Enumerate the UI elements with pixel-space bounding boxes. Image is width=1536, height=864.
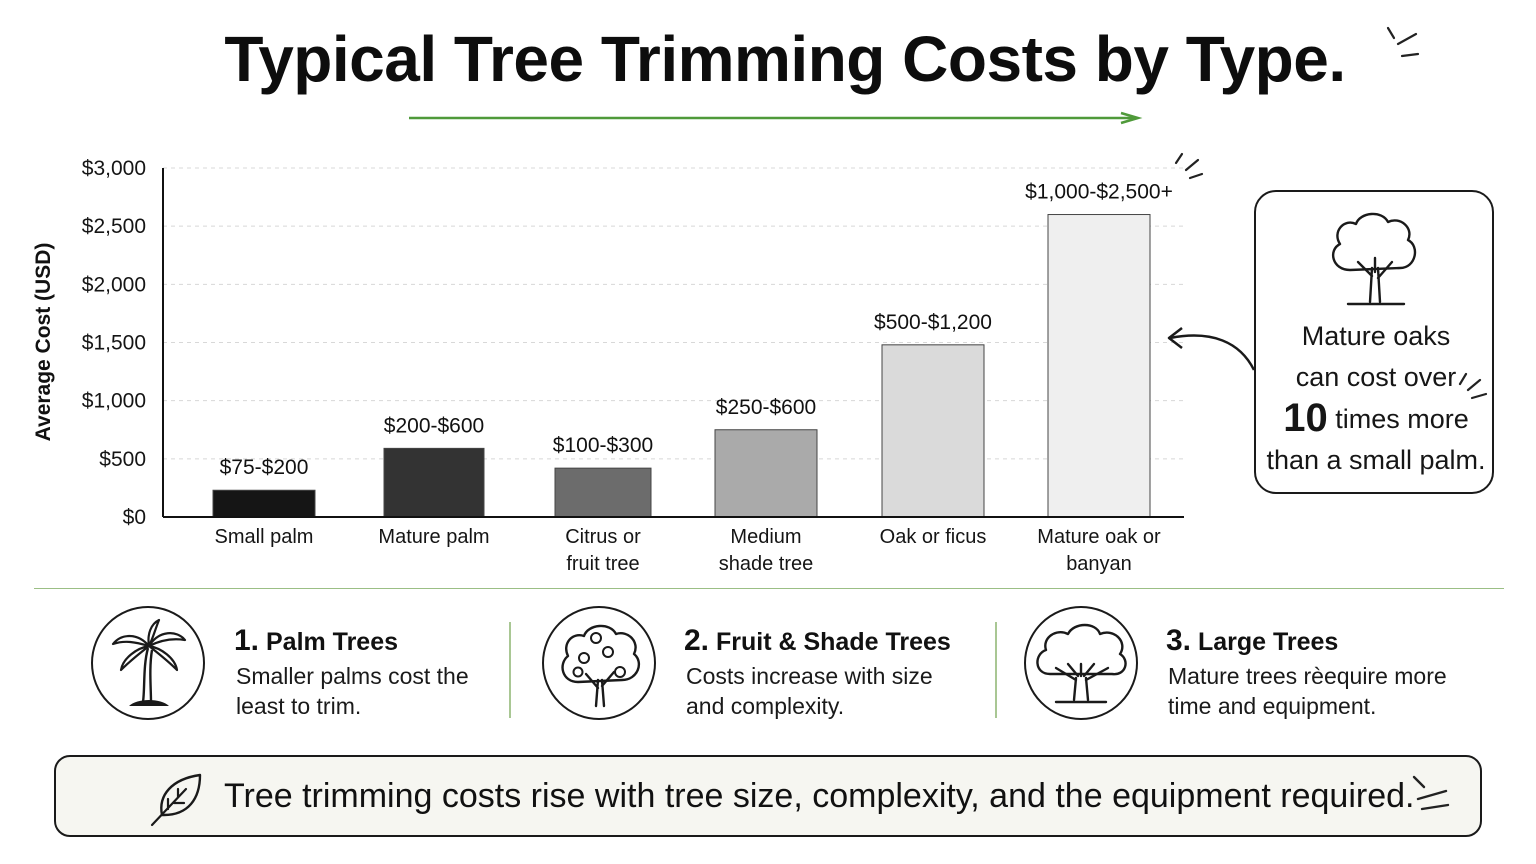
callout-box: Mature oaks can cost over 10 times more … [1254,190,1494,494]
feature-1-description: Smaller palms cost the least to trim. [236,663,469,719]
callout-line-4: than a small palm. [1266,445,1486,475]
grid-lines [163,167,1184,460]
feature-2-number: 2. [684,624,710,657]
x-category-label: banyan [1066,553,1132,575]
feature-2-icon-circle [542,606,656,720]
callout-line-2: can cost over [1295,362,1457,392]
feature-separator-1 [509,622,511,718]
bar [212,489,316,518]
fruit-tree-icon [561,624,641,708]
feature-3-description: Mature trees rèequire more time and equi… [1168,663,1447,719]
bar [554,467,652,518]
y-tick-label: $0 [123,506,146,529]
bar-sparkle-icon [1174,152,1204,180]
feature-2-title: 2. Fruit & Shade Trees [684,624,951,658]
y-tick-label: $500 [99,448,146,471]
x-category-label: shade tree [719,553,814,575]
tree-icon [1331,212,1417,306]
page-title: Typical Tree Trimming Costs by Type. [224,23,1346,95]
category-labels: Small palm Mature palm Citrus or fruit tree… [215,526,1161,575]
bar-value-label: $75-$200 [220,456,309,479]
palm-tree-icon [111,618,187,706]
footer-summary-box: Tree trimming costs rise with tree size,… [54,755,1482,837]
y-tick-label: $2,000 [82,273,146,296]
callout-sparkle-icon [1458,372,1488,400]
feature-1-title: 1. Palm Trees [234,624,398,658]
bar [881,344,985,518]
feature-3-title-text: Large Trees [1197,628,1339,656]
leaf-icon [150,773,202,827]
title-underline-arrow [409,111,1143,125]
footer-sparkle-icon [1412,775,1450,811]
bar [714,429,818,518]
y-tick-label: $1,000 [82,390,146,413]
y-axis-label: Average Cost (USD) [32,243,55,442]
y-tick-label: $2,500 [82,215,146,238]
callout-big-number: 10 [1283,396,1328,440]
feature-3-icon-circle [1024,606,1138,720]
bar-value-label: $100-$300 [553,434,653,457]
bar-value-label: $1,000-$2,500+ [1025,181,1173,204]
bar-chart: $0 $500 $1,000 $1,500 $2,000 $2,500 $3,000 $75… [32,152,1204,575]
bar-value-label: $500-$1,200 [874,311,992,334]
callout-line-1: Mature oaks [1301,321,1451,351]
feature-separator-2 [995,622,997,718]
bars [212,214,1151,518]
x-category-label: Oak or ficus [880,526,987,548]
x-category-label: Small palm [215,526,314,548]
large-tree-icon [1036,623,1127,704]
x-category-label: Citrus or [565,526,641,548]
y-tick-label: $3,000 [82,157,146,180]
callout-text: Mature oaks can cost over 10 times more … [1256,316,1496,481]
feature-1-title-text: Palm Trees [265,628,399,656]
x-category-label: Mature oak or [1037,526,1161,548]
value-labels: $75-$200 $200-$600 $100-$300 $250-$600 $500-… [220,181,1173,480]
y-axis-ticks: $0 $500 $1,000 $1,500 $2,000 $2,500 $3,000 [82,157,146,529]
x-category-label: Mature palm [378,526,489,548]
feature-3-number: 3. [1166,624,1192,657]
x-category-label: fruit tree [566,553,639,575]
x-category-label: Medium [730,526,801,548]
callout-arrow [1167,327,1256,371]
feature-2-title-text: Fruit & Shade Trees [715,628,951,656]
sparkle-lines-icon [1386,26,1420,58]
feature-3-title: 3. Large Trees [1166,624,1338,658]
feature-1-number: 1. [234,624,260,657]
bar [1047,214,1151,518]
bar [383,447,485,518]
section-divider [34,588,1504,589]
callout-line-3: times more [1327,404,1469,434]
bar-value-label: $250-$600 [716,396,816,419]
feature-1-icon-circle [91,606,205,720]
footer-text: Tree trimming costs rise with tree size,… [224,777,1415,815]
feature-2-description: Costs increase with size and complexity. [686,663,933,719]
y-tick-label: $1,500 [82,332,146,355]
bar-value-label: $200-$600 [384,414,484,437]
